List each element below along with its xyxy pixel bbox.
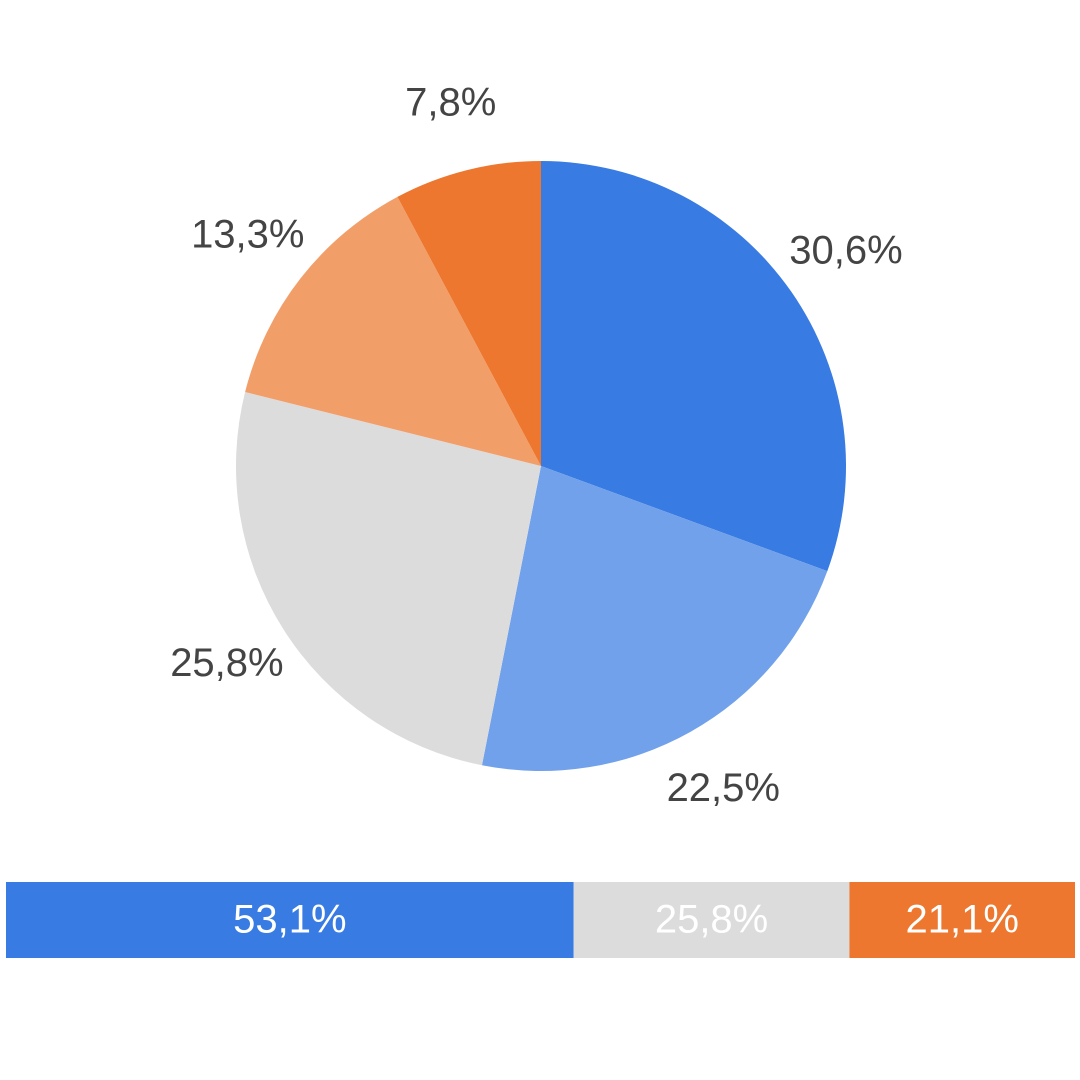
pie-slice — [235, 392, 541, 766]
bar-segment — [573, 882, 850, 958]
segment-label: 53,1% — [233, 898, 346, 942]
segment-label: 25,8% — [655, 898, 768, 942]
slice-label: 30,6% — [789, 229, 902, 273]
slice-label: 25,8% — [170, 641, 283, 685]
pie-slice — [481, 466, 828, 771]
segment-label: 21,1% — [906, 898, 1019, 942]
slice-label: 13,3% — [191, 213, 304, 257]
slice-label: 7,8% — [405, 81, 496, 125]
bar-segment — [849, 882, 1075, 958]
pie-slice — [245, 196, 541, 466]
pie-slice — [541, 161, 846, 572]
pie-slice — [397, 161, 541, 466]
bar-segment — [6, 882, 574, 958]
slice-label: 22,5% — [667, 766, 780, 810]
